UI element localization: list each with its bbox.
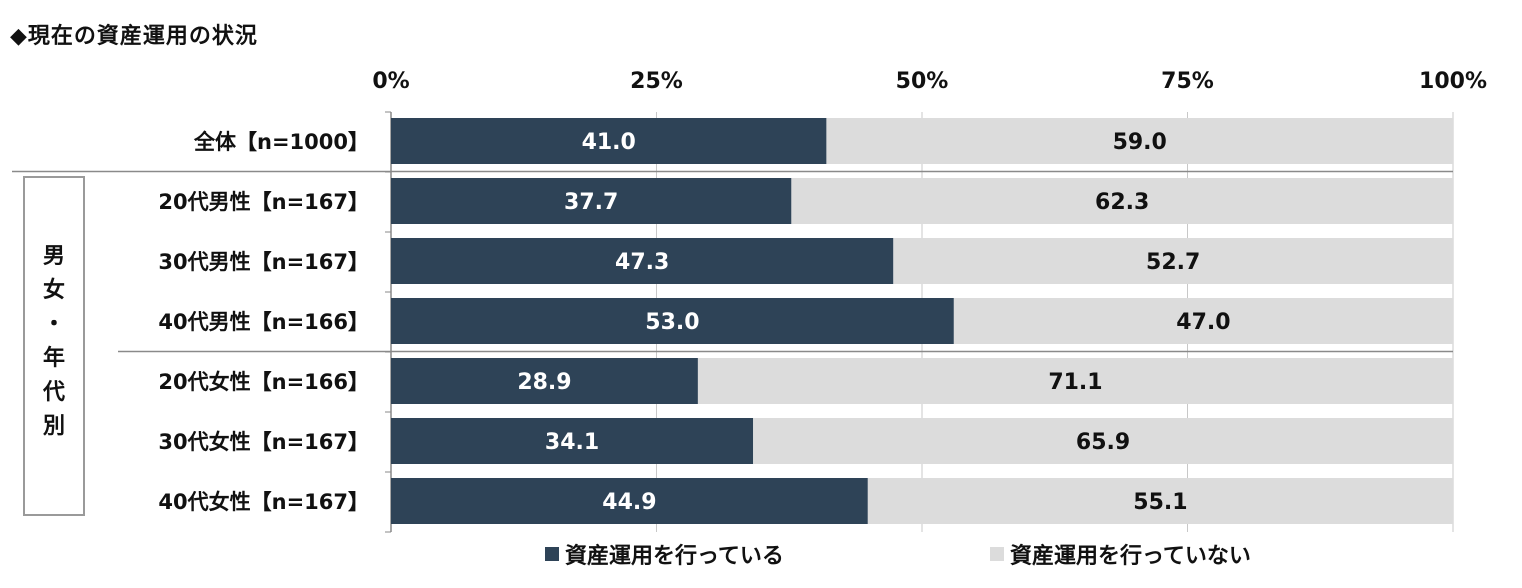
x-tick-label: 25% — [630, 69, 683, 94]
bar-doing — [391, 418, 754, 464]
page-title: ◆現在の資産運用の状況 — [10, 24, 258, 49]
bar-not-doing — [697, 358, 1453, 404]
bar-not-doing — [791, 178, 1453, 224]
group-label-char: 別 — [42, 414, 65, 439]
data-label-doing: 28.9 — [517, 370, 571, 395]
data-label-doing: 41.0 — [582, 130, 636, 155]
data-label-doing: 47.3 — [615, 250, 669, 275]
legend-label-doing: 資産運用を行っている — [565, 544, 784, 569]
bar-not-doing — [893, 238, 1453, 284]
data-label-not-doing: 65.9 — [1076, 430, 1130, 455]
bar-doing — [391, 238, 894, 284]
category-label: 20代女性【n=166】 — [158, 370, 369, 394]
bar-not-doing — [826, 118, 1453, 164]
bar-not-doing — [753, 418, 1453, 464]
bar-not-doing — [867, 478, 1453, 524]
category-label: 30代男性【n=167】 — [158, 250, 369, 274]
bar-doing — [391, 298, 954, 344]
group-box-gender-age — [23, 176, 85, 516]
data-label-not-doing: 62.3 — [1095, 190, 1149, 215]
data-label-not-doing: 71.1 — [1048, 370, 1102, 395]
legend: 資産運用を行っている 資産運用を行っていない — [0, 538, 1522, 574]
bar-doing — [391, 178, 792, 224]
data-label-doing: 37.7 — [564, 190, 618, 215]
data-label-not-doing: 55.1 — [1133, 490, 1187, 515]
data-label-not-doing: 52.7 — [1146, 250, 1200, 275]
data-label-doing: 53.0 — [645, 310, 699, 335]
data-label-not-doing: 47.0 — [1176, 310, 1230, 335]
legend-label-not-doing: 資産運用を行っていない — [1010, 544, 1251, 569]
data-label-doing: 44.9 — [602, 490, 656, 515]
group-label-char: 女 — [42, 278, 65, 303]
category-label: 40代男性【n=166】 — [158, 310, 369, 334]
group-label-char: 男 — [42, 244, 65, 269]
group-label-char: ・ — [42, 312, 65, 337]
legend-item-doing: 資産運用を行っている — [545, 538, 784, 570]
x-tick-label: 75% — [1161, 69, 1214, 94]
x-tick-label: 0% — [372, 69, 409, 94]
data-label-not-doing: 59.0 — [1113, 130, 1167, 155]
bar-doing — [391, 358, 698, 404]
bar-doing — [391, 118, 827, 164]
legend-swatch-doing — [545, 547, 559, 561]
category-label: 40代女性【n=167】 — [158, 490, 369, 514]
legend-swatch-not-doing — [990, 547, 1004, 561]
bar-doing — [391, 478, 868, 524]
x-tick-label: 50% — [896, 69, 949, 94]
legend-item-not-doing: 資産運用を行っていない — [990, 538, 1251, 570]
group-label-gender-age: 男 女 ・ 年 代 別 — [34, 240, 74, 444]
bar-not-doing — [953, 298, 1453, 344]
data-label-doing: 34.1 — [545, 430, 599, 455]
group-label-char: 代 — [42, 380, 65, 405]
category-label: 20代男性【n=167】 — [158, 190, 369, 214]
group-label-char: 年 — [42, 346, 65, 371]
x-tick-label: 100% — [1419, 69, 1487, 94]
category-label: 30代女性【n=167】 — [158, 430, 369, 454]
category-label: 全体【n=1000】 — [193, 130, 369, 154]
